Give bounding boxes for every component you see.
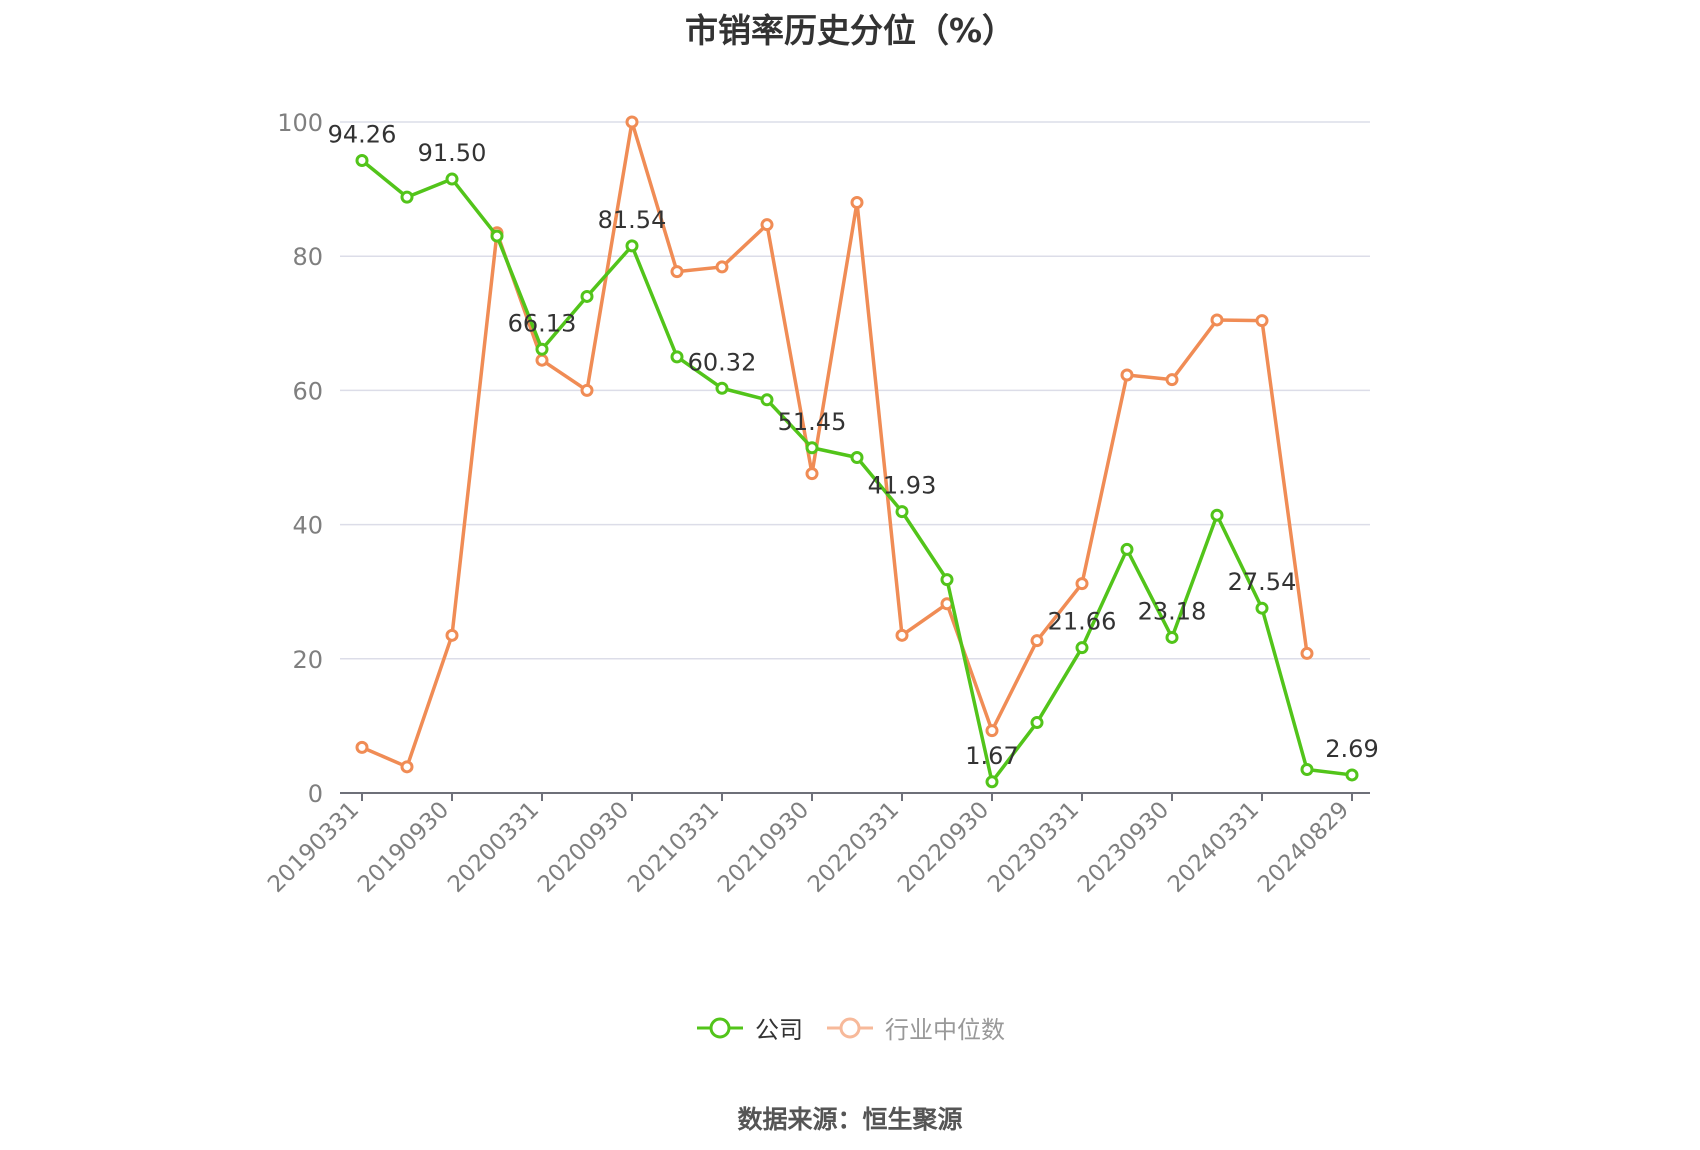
x-tick-label: 20240829 (1253, 797, 1354, 898)
company-data-label: 2.69 (1325, 735, 1378, 763)
legend-item-company[interactable]: 公司 (695, 1010, 803, 1045)
industry-point (625, 115, 639, 129)
x-tick-label: 20230331 (983, 797, 1084, 898)
industry-point (400, 760, 414, 774)
legend-label-industry: 行业中位数 (885, 1016, 1005, 1044)
y-tick-label: 40 (292, 512, 323, 540)
x-tick-label: 20240331 (1163, 797, 1264, 898)
industry-point (445, 628, 459, 642)
chart-title: 市销率历史分位（%） (684, 11, 1016, 50)
company-point (805, 441, 819, 455)
legend-label-company: 公司 (755, 1016, 803, 1044)
company-data-label: 94.26 (328, 121, 397, 149)
industry-point (1165, 373, 1179, 387)
company-point (760, 393, 774, 407)
company-point (985, 775, 999, 789)
legend: 公司 行业中位数 (0, 1010, 1700, 1045)
x-tick-label: 20220930 (893, 797, 994, 898)
industry-point (805, 467, 819, 481)
company-data-label: 23.18 (1138, 597, 1207, 625)
company-point (355, 154, 369, 168)
line-chart: 0 20 40 60 80 100 2019033120190930202003312020… (263, 109, 1379, 898)
series-lines (355, 115, 1359, 789)
y-tick-label: 0 (308, 780, 323, 808)
industry-point (1255, 314, 1269, 328)
company-point (850, 451, 864, 464)
company-point (670, 350, 684, 364)
gridlines (340, 121, 1370, 660)
company-point (1030, 716, 1044, 730)
company-point (1210, 508, 1224, 522)
legend-marker-industry (827, 1017, 873, 1038)
x-tick-label: 20230930 (1073, 797, 1174, 898)
industry-point (355, 740, 369, 754)
company-data-label: 1.67 (965, 742, 1018, 770)
industry-line (361, 120, 1309, 769)
company-data-label: 66.13 (508, 309, 577, 337)
industry-point (895, 628, 909, 642)
company-point (445, 172, 459, 186)
company-point (400, 190, 414, 204)
industry-point (1210, 313, 1224, 327)
source-note: 数据来源：恒生聚源 (737, 1105, 963, 1134)
data-labels: 94.26 91.50 66.13 81.54 60.32 51.45 41.93 1.67 2… (328, 121, 1379, 770)
industry-point (580, 383, 594, 397)
axes: 0 20 40 60 80 100 2019033120190930202003312020… (263, 109, 1370, 898)
company-point (1120, 542, 1134, 556)
company-data-label: 51.45 (778, 408, 847, 436)
x-tick-label: 20200331 (443, 797, 544, 898)
company-data-label: 81.54 (598, 206, 667, 234)
industry-point (715, 260, 729, 274)
industry-point (670, 265, 684, 279)
company-point (625, 239, 639, 253)
y-tick-label: 60 (292, 377, 323, 405)
company-point (490, 229, 504, 243)
company-data-label: 27.54 (1228, 568, 1297, 596)
company-data-label: 21.66 (1048, 608, 1117, 636)
x-tick-label: 20200930 (533, 797, 634, 898)
company-data-label: 91.50 (418, 139, 487, 167)
x-tick-label: 20190930 (353, 797, 454, 898)
company-point (1345, 768, 1359, 782)
company-point (1300, 763, 1314, 777)
industry-point (850, 196, 864, 210)
company-point (1075, 641, 1089, 655)
y-tick-label: 100 (277, 109, 323, 137)
industry-point (760, 218, 774, 232)
company-point (940, 573, 954, 587)
company-point (895, 505, 909, 519)
company-point (535, 342, 549, 356)
industry-point (535, 353, 549, 367)
company-point (580, 289, 594, 303)
x-tick-label: 20220331 (803, 797, 904, 898)
industry-point (1120, 368, 1134, 382)
legend-item-industry[interactable]: 行业中位数 (825, 1010, 1005, 1045)
y-tick-label: 20 (292, 646, 323, 674)
x-tick-label: 20210930 (713, 797, 814, 898)
industry-point (1300, 646, 1314, 660)
company-data-label: 41.93 (868, 472, 937, 500)
industry-point (1075, 577, 1089, 591)
company-point (1255, 601, 1269, 615)
company-point (1165, 630, 1179, 644)
x-tick-label: 20210331 (623, 797, 724, 898)
y-tick-label: 80 (292, 243, 323, 271)
company-data-label: 60.32 (688, 348, 757, 376)
legend-marker-company (697, 1017, 743, 1038)
industry-point (985, 724, 999, 738)
industry-point (1030, 634, 1044, 648)
company-point (715, 381, 729, 395)
company-line (360, 159, 1353, 784)
x-tick-label: 20190331 (263, 797, 364, 898)
